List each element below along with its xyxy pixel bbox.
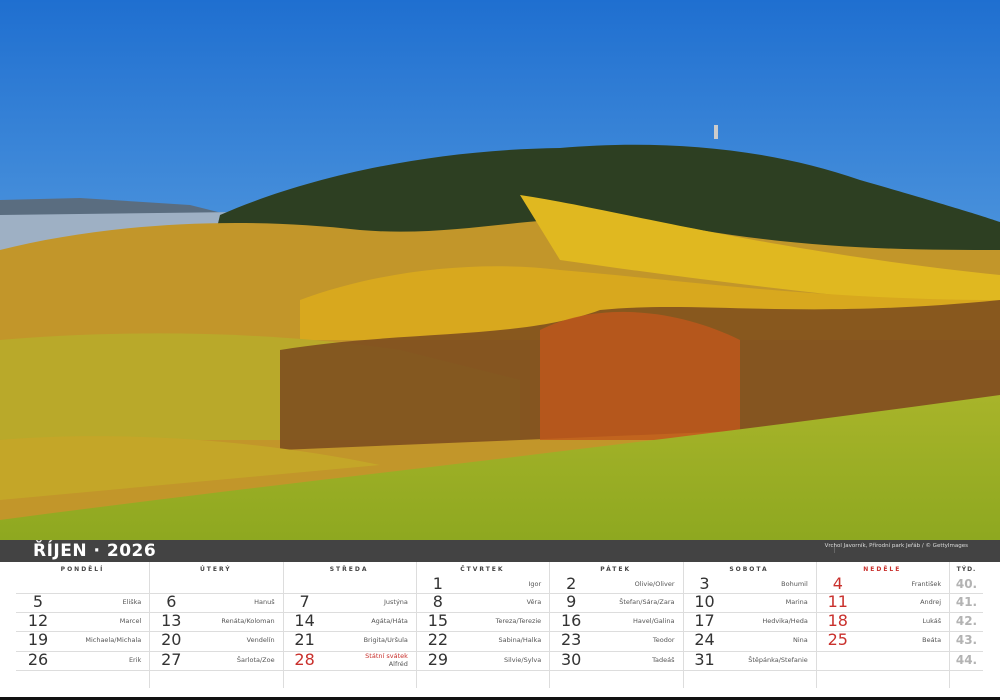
day-number[interactable]: 17 <box>694 611 715 630</box>
day-number[interactable]: 21 <box>294 630 315 649</box>
day-header: ČTVRTEK <box>460 566 505 573</box>
day-number[interactable]: 23 <box>561 630 582 649</box>
name-day: Justýna <box>383 598 408 606</box>
name-day: Brigita/Uršula <box>363 636 408 644</box>
day-number[interactable]: 24 <box>694 630 715 649</box>
day-header: SOBOTA <box>729 566 769 573</box>
day-number[interactable]: 20 <box>161 630 182 649</box>
name-day: Renáta/Koloman <box>221 617 275 625</box>
name-day: Hanuš <box>254 598 275 606</box>
row-divider <box>16 593 983 594</box>
day-header: STŘEDA <box>329 566 369 573</box>
name-day: Šarlota/Zoe <box>236 656 275 664</box>
column-divider <box>416 562 417 688</box>
day-number[interactable]: 12 <box>27 611 49 630</box>
column-divider <box>816 562 817 688</box>
week-header: TÝD. <box>956 566 977 573</box>
name-day: Tereza/Terezie <box>495 617 542 625</box>
day-header: PÁTEK <box>600 566 632 573</box>
row-divider <box>16 631 983 632</box>
row-divider <box>16 651 983 652</box>
day-number[interactable]: 4 <box>832 574 843 593</box>
day-number[interactable]: 9 <box>566 592 577 611</box>
name-day: Andrej <box>920 598 942 606</box>
day-number[interactable]: 2 <box>566 574 577 593</box>
name-day: Nina <box>793 636 808 644</box>
week-number: 41. <box>955 595 978 609</box>
column-divider <box>949 562 950 688</box>
name-day: Tadeáš <box>652 656 675 664</box>
landscape-photo <box>0 0 1000 540</box>
name-day: Michaela/Michala <box>85 636 142 644</box>
day-number[interactable]: 8 <box>432 592 443 611</box>
name-day: Štěpánka/Stefanie <box>748 656 808 664</box>
day-number[interactable]: 16 <box>561 611 582 630</box>
column-divider <box>549 562 550 688</box>
holiday-label: Státní svátek <box>365 652 408 660</box>
name-day: Marina <box>785 598 808 606</box>
day-number[interactable]: 6 <box>166 592 177 611</box>
day-number[interactable]: 18 <box>827 611 848 630</box>
month-title: ŘÍJEN · 2026 <box>33 541 157 561</box>
day-number[interactable]: 28 <box>294 650 315 669</box>
name-day: Lukáš <box>922 617 942 625</box>
photo-credit: Vrchol Javorník, Přírodní park Jeřáb / ©… <box>824 543 968 549</box>
name-day: Teodor <box>652 636 675 644</box>
name-day: Igor <box>528 580 542 588</box>
day-number[interactable]: 30 <box>561 650 582 669</box>
day-number[interactable]: 19 <box>27 630 49 649</box>
calendar-grid: PONDĚLÍ ÚTERÝ STŘEDA ČTVRTEK PÁTEK SOBOTA NEDĚ… <box>0 562 1000 698</box>
column-divider <box>683 562 684 688</box>
name-day: Věra <box>526 598 542 606</box>
day-header: PONDĚLÍ <box>60 566 105 573</box>
name-day: Hedvika/Heda <box>762 617 808 625</box>
week-number: 40. <box>955 577 978 591</box>
divider <box>834 543 835 553</box>
name-day: Sabina/Halka <box>498 636 542 644</box>
day-number[interactable]: 1 <box>432 574 443 593</box>
day-number[interactable]: 29 <box>427 650 449 669</box>
row-divider <box>16 670 983 671</box>
month-title-bar <box>0 540 1000 562</box>
name-day: Bohumil <box>781 580 808 588</box>
day-number[interactable]: 26 <box>27 650 49 669</box>
day-number[interactable]: 22 <box>427 630 449 649</box>
day-number[interactable]: 3 <box>699 574 710 593</box>
day-header: NEDĚLE <box>863 566 902 573</box>
column-divider <box>149 562 150 688</box>
week-number: 44. <box>955 653 978 667</box>
day-number[interactable]: 13 <box>161 611 182 630</box>
week-number: 43. <box>955 633 978 647</box>
day-number[interactable]: 11 <box>827 592 848 611</box>
day-number[interactable]: 25 <box>827 630 848 649</box>
name-day: Erik <box>128 656 142 664</box>
day-number[interactable]: 10 <box>694 592 715 611</box>
name-day: Havel/Galina <box>633 617 675 625</box>
bottom-border <box>0 697 1000 700</box>
day-number[interactable]: 7 <box>299 592 310 611</box>
day-number[interactable]: 5 <box>32 592 44 611</box>
name-day: Agáta/Háta <box>371 617 408 625</box>
row-divider <box>16 612 983 613</box>
day-header: ÚTERÝ <box>199 566 232 573</box>
name-day: František <box>911 580 942 588</box>
day-number[interactable]: 27 <box>161 650 182 669</box>
name-day: Marcel <box>119 617 142 625</box>
name-day: Státní svátek Alfréd <box>298 652 408 668</box>
name-day: Eliška <box>122 598 142 606</box>
week-number: 42. <box>955 614 978 628</box>
day-number[interactable]: 15 <box>427 611 449 630</box>
name-day: Silvie/Sylva <box>503 656 542 664</box>
day-number[interactable]: 14 <box>294 611 315 630</box>
name-day: Olivie/Oliver <box>634 580 675 588</box>
name-day-label: Alfréd <box>388 660 408 668</box>
day-number[interactable]: 31 <box>694 650 715 669</box>
name-day: Beáta <box>922 636 942 644</box>
column-divider <box>283 562 284 688</box>
name-day: Štefan/Sára/Zara <box>619 598 675 606</box>
name-day: Vendelín <box>246 636 275 644</box>
